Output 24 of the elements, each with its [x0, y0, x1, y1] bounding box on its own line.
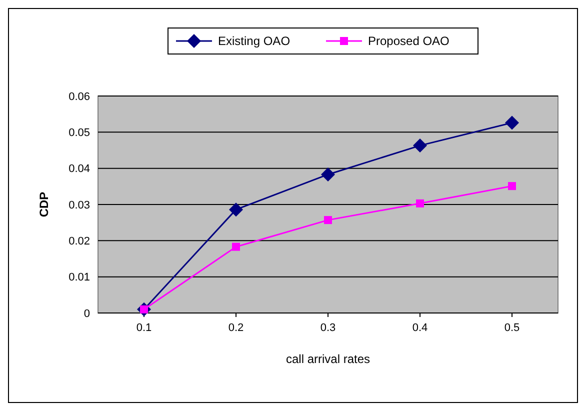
legend-label: Proposed OAO	[368, 34, 450, 48]
y-tick-label: 0.03	[68, 199, 90, 212]
y-tick-label: 0	[84, 308, 90, 320]
x-tick-label: 0.3	[320, 322, 336, 334]
y-axis-title: CDP	[37, 192, 51, 218]
point	[232, 242, 240, 251]
x-tick-label: 0.5	[504, 322, 520, 334]
y-tick-label: 0.06	[68, 90, 90, 103]
point	[505, 116, 519, 130]
x-tick-label: 0.4	[412, 322, 428, 334]
point	[413, 138, 427, 153]
y-tick-label: 0.04	[68, 163, 90, 176]
x-tick-label: 0.2	[228, 322, 244, 334]
point	[321, 167, 335, 182]
legend-label: Existing OAO	[218, 34, 290, 48]
point	[229, 202, 243, 217]
y-tick-label: 0.01	[68, 272, 90, 284]
x-axis-title: call arrival rates	[286, 352, 370, 366]
point	[416, 199, 424, 208]
point	[324, 216, 332, 224]
x-tick-label: 0.1	[136, 322, 152, 334]
y-tick-label: 0.05	[68, 127, 90, 140]
point	[508, 182, 516, 190]
y-tick-label: 0.02	[68, 236, 90, 248]
